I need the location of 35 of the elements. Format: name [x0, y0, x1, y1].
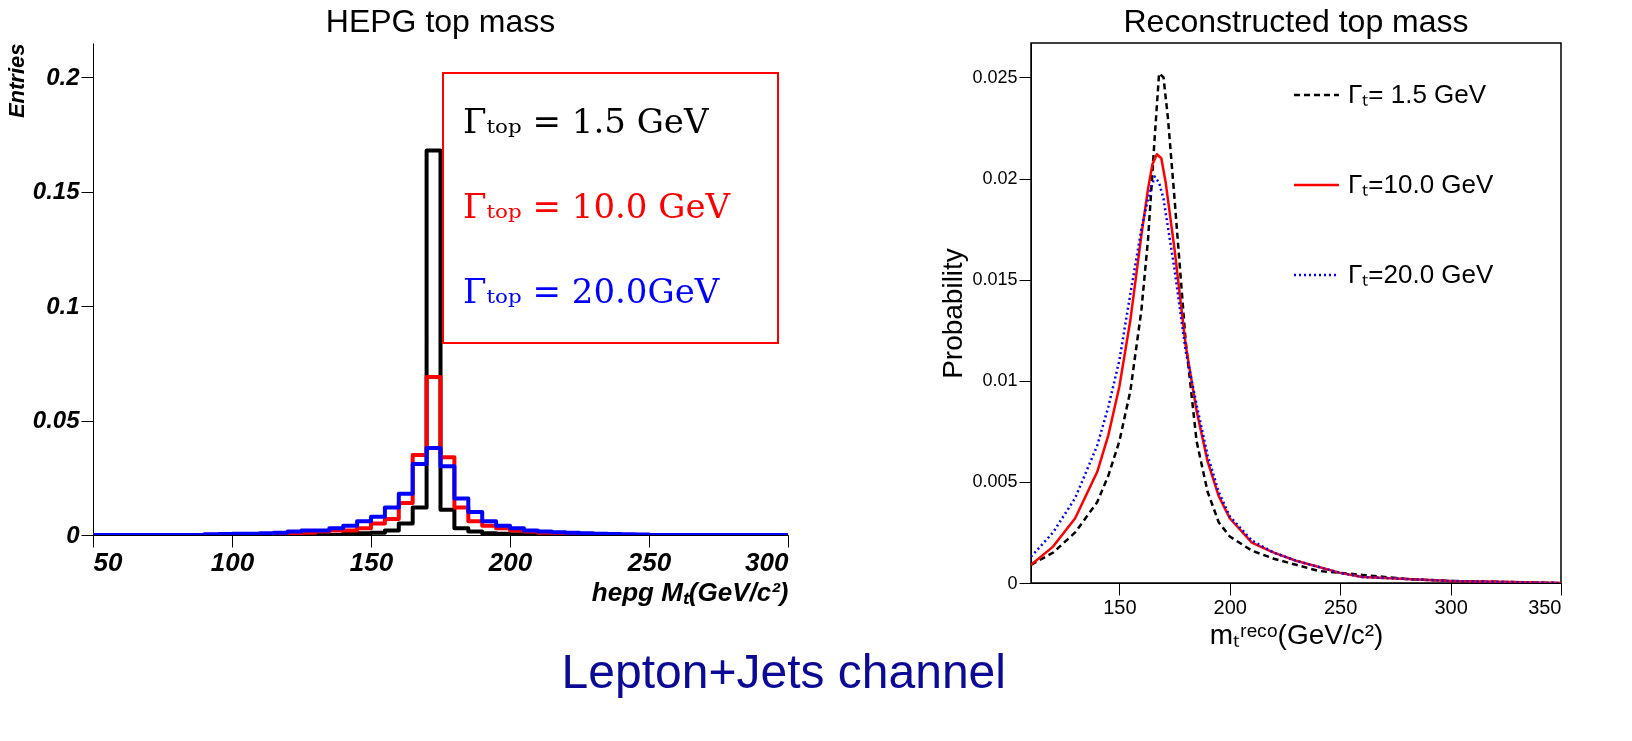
text: Lepton+Jets channel	[561, 644, 1006, 698]
x-axis-title: mₜʳᵉᶜᵒ(GeV/c²)	[1209, 618, 1384, 650]
y-tick-label: 0.15	[32, 177, 81, 205]
y-tick-label: 0.005	[972, 471, 1018, 492]
text: Γₜₒₚ = 20.0GeV	[463, 271, 721, 311]
x-tick-label: 350	[1528, 595, 1562, 618]
x-tick-label: 150	[1103, 595, 1137, 618]
x-tick-label: 200	[1213, 595, 1247, 618]
y-tick-label: 0.05	[32, 406, 81, 434]
x-axis-title: hepg Mₜ(GeV/c²)	[591, 576, 789, 607]
x-tick-label: 100	[210, 546, 255, 577]
x-tick-label: 250	[1323, 595, 1358, 618]
y-tick-label: 0.2	[46, 62, 81, 90]
x-tick-label: 300	[1434, 595, 1468, 618]
y-axis-title: Entries	[3, 43, 29, 119]
y-tick-label: 0.1	[46, 291, 80, 319]
y-axis-title: Probability	[937, 248, 969, 379]
x-tick-label: 50	[93, 546, 123, 577]
y-tick-label: 0.025	[972, 66, 1018, 87]
series-label: Γₜₒₚ = 1.5 GeV	[463, 101, 710, 141]
legend-label: Γₜ=10.0 GeV	[1348, 169, 1495, 199]
y-tick-label: 0.01	[982, 370, 1018, 391]
x-tick-label: 150	[349, 546, 394, 577]
text: Γₜₒₚ = 10.0 GeV	[463, 186, 732, 226]
x-tick-label: 200	[487, 546, 533, 577]
y-tick-label: 0.02	[982, 168, 1018, 189]
chart-title: HEPG top mass	[325, 3, 556, 39]
x-tick-label: 300	[745, 546, 790, 577]
y-tick-label: 0.015	[972, 269, 1018, 290]
legend-label: Γₜ= 1.5 GeV	[1348, 79, 1487, 109]
y-tick-label: 0	[1007, 572, 1018, 593]
x-tick-label: 250	[626, 546, 672, 577]
legend-label: Γₜ=20.0 GeV	[1348, 259, 1495, 289]
y-tick-label: 0	[66, 520, 81, 548]
chart-title: Reconstructed top mass	[1123, 3, 1469, 39]
